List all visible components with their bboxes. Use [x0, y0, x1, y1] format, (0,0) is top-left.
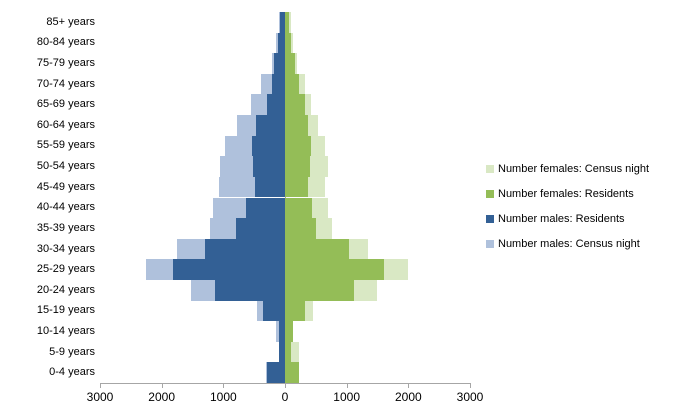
legend-swatch-females-residents-icon: [486, 189, 494, 198]
bar-right-res: [285, 53, 295, 74]
bar-right-res: [285, 12, 289, 33]
x-axis-label: 2000: [148, 390, 176, 404]
y-axis-label: 15-19 years: [36, 304, 95, 317]
y-axis-label: 45-49 years: [36, 180, 95, 193]
bar-left-res: [252, 135, 285, 157]
x-axis-tick: [223, 384, 225, 388]
bar-right-res: [285, 32, 292, 54]
x-axis-label: 1000: [209, 390, 237, 404]
x-axis-tick: [285, 384, 286, 388]
legend-label: Number females: Residents: [498, 187, 634, 200]
y-axis-label: 30-34 years: [36, 242, 95, 255]
x-axis-tick: [346, 384, 348, 388]
bar-right-res: [285, 176, 308, 198]
bar-right-res: [285, 300, 306, 322]
y-axis-label: 55-59 years: [36, 139, 95, 152]
legend-swatch-females-census-icon: [486, 164, 494, 173]
y-axis-label: 20-24 years: [36, 283, 95, 296]
y-axis-label: 70-74 years: [36, 77, 95, 90]
legend-item-females-census: Number females: Census night: [486, 161, 649, 176]
bar-left-res: [254, 176, 285, 198]
legend-label: Number males: Residents: [498, 212, 625, 225]
x-axis-label: 3000: [456, 390, 484, 404]
bar-left-res: [266, 94, 285, 116]
bar-left-res: [278, 321, 285, 342]
legend-item-females-residents: Number females: Residents: [486, 186, 649, 201]
legend-item-males-residents: Number males: Residents: [486, 211, 649, 226]
y-axis-label: 5-9 years: [49, 345, 95, 358]
y-axis-label: 50-54 years: [36, 160, 95, 173]
y-axis-label: 60-64 years: [36, 118, 95, 131]
y-axis-label: 40-44 years: [36, 201, 95, 214]
bar-left-res: [277, 32, 285, 54]
bar-right-res: [285, 279, 355, 301]
bar-left-res: [280, 12, 285, 33]
x-axis-label: 3000: [86, 390, 114, 404]
bar-left-res: [278, 341, 285, 363]
bar-right-res: [285, 218, 317, 239]
y-axis-label: 75-79 years: [36, 57, 95, 70]
bar-right-res: [285, 73, 300, 95]
bar-right-res: [285, 238, 349, 260]
bar-left-res: [263, 300, 285, 322]
bar-right-res: [285, 321, 294, 342]
bar-right-res: [285, 94, 306, 116]
legend-swatch-males-census-icon: [486, 239, 494, 248]
x-axis-tick: [470, 384, 471, 388]
x-axis-tick: [100, 384, 101, 388]
bar-left-res: [235, 218, 285, 239]
y-axis-label: 25-29 years: [36, 263, 95, 276]
y-axis-label: 35-39 years: [36, 221, 95, 234]
bar-right-res: [285, 135, 311, 157]
bar-left-res: [215, 279, 285, 301]
bar-left-res: [267, 362, 285, 383]
bar-left-res: [252, 156, 285, 177]
x-axis-label: 0: [281, 390, 289, 404]
bar-left-res: [173, 259, 285, 280]
x-axis-label: 1000: [333, 390, 361, 404]
bar-right-res: [285, 197, 312, 219]
y-axis-label: 0-4 years: [49, 366, 95, 379]
y-axis-label: 65-69 years: [36, 98, 95, 111]
legend-label: Number males: Census night: [498, 237, 640, 250]
x-axis-line: [100, 383, 471, 384]
bar-left-res: [204, 238, 285, 260]
y-axis-label: 80-84 years: [36, 36, 95, 49]
bar-left-res: [256, 115, 285, 136]
y-axis-label: 10-14 years: [36, 324, 95, 337]
legend-swatch-males-residents-icon: [486, 214, 494, 223]
legend-item-males-census: Number males: Census night: [486, 236, 649, 251]
bar-right-res: [285, 362, 300, 383]
bar-right-res: [285, 259, 385, 280]
x-axis-tick: [161, 384, 163, 388]
bar-right-res: [285, 156, 311, 177]
bar-left-res: [273, 53, 285, 74]
legend-label: Number females: Census night: [498, 162, 650, 175]
bar-right-res: [285, 115, 308, 136]
bar-right-res: [285, 341, 292, 363]
legend: Number females: Census night Number fema…: [486, 161, 649, 261]
bar-left-res: [272, 73, 285, 95]
x-axis-label: 2000: [394, 390, 422, 404]
y-axis-label: 85+ years: [46, 15, 95, 28]
x-axis-tick: [408, 384, 410, 388]
bar-left-res: [246, 197, 285, 219]
